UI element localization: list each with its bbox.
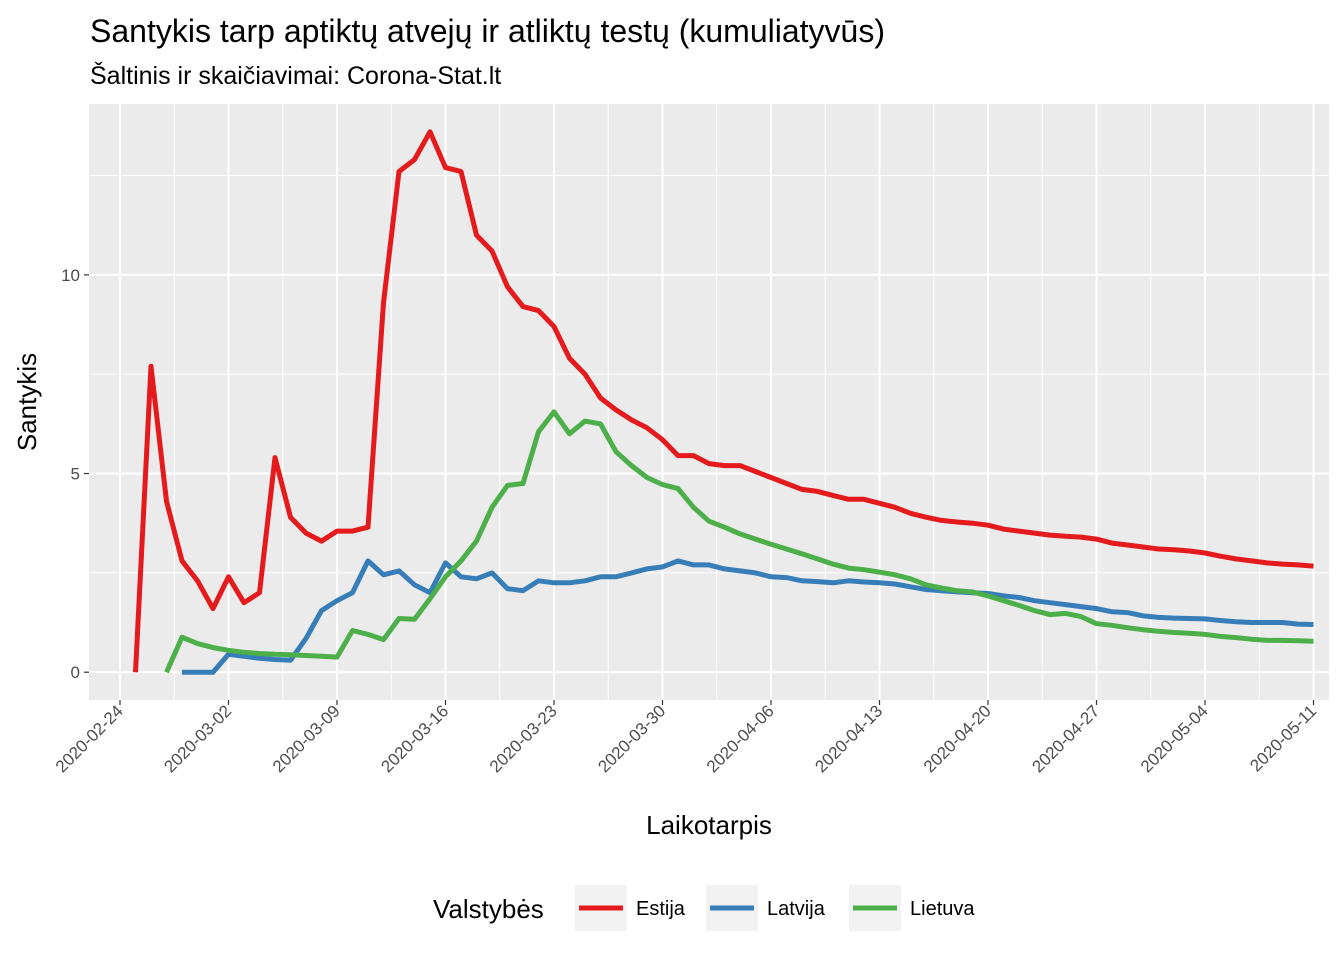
chart-subtitle: Šaltinis ir skaičiavimai: Corona-Stat.lt <box>90 61 501 90</box>
y-tick-label: 5 <box>71 465 80 484</box>
series-layer <box>133 129 1314 675</box>
x-axis-title: Laikotarpis <box>646 810 772 840</box>
x-tick-label: 2020-04-20 <box>920 701 995 776</box>
x-tick-label: 2020-02-24 <box>52 701 127 776</box>
grid-minor <box>89 104 1329 700</box>
y-axis-title: Santykis <box>12 353 42 451</box>
y-axis: 0 5 10 <box>61 266 89 682</box>
x-tick-label: 2020-03-02 <box>160 701 235 776</box>
x-tick-label: 2020-05-04 <box>1137 701 1212 776</box>
series-line-estija <box>133 129 1314 673</box>
y-tick-label: 10 <box>61 266 80 285</box>
legend: Valstybės Estija Latvija Lietuva <box>433 885 975 931</box>
x-tick-label: 2020-03-16 <box>377 701 452 776</box>
legend-label-estija: Estija <box>636 898 686 920</box>
y-tick-label: 0 <box>71 663 80 682</box>
x-tick-label: 2020-03-09 <box>269 701 344 776</box>
legend-label-latvija: Latvija <box>767 898 826 920</box>
x-tick-label: 2020-03-23 <box>486 701 561 776</box>
grid-major <box>89 104 1329 700</box>
x-tick-label: 2020-03-30 <box>594 701 669 776</box>
series-line-lietuva <box>164 409 1314 674</box>
x-axis: 2020-02-24 2020-03-02 2020-03-09 2020-03-16… <box>52 700 1320 776</box>
x-tick-label: 2020-04-06 <box>703 701 778 776</box>
x-tick-label: 2020-05-11 <box>1246 701 1320 775</box>
plot-panel <box>89 104 1329 700</box>
chart-title: Santykis tarp aptiktų atvejų ir atliktų … <box>90 13 885 49</box>
x-tick-label: 2020-04-13 <box>811 701 886 776</box>
legend-title: Valstybės <box>433 894 544 924</box>
series-line-latvija <box>182 558 1314 675</box>
legend-label-lietuva: Lietuva <box>910 898 975 920</box>
x-tick-label: 2020-04-27 <box>1028 701 1103 776</box>
